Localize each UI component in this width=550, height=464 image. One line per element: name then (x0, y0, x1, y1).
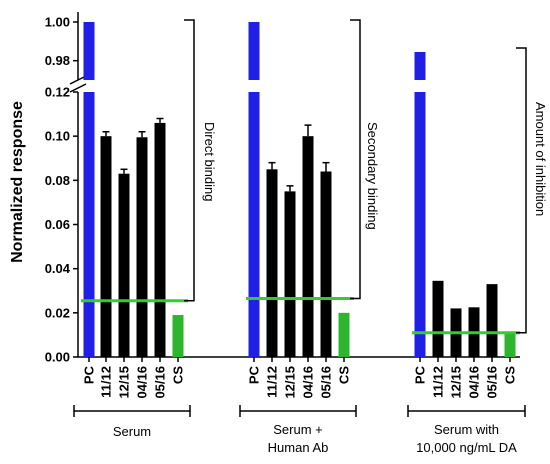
y-tick-label: 0.04 (45, 261, 71, 276)
x-tick-label: PC (413, 365, 428, 384)
annotation-bracket (184, 19, 195, 302)
x-tick-label: 04/16 (467, 366, 482, 399)
axis-break-mark (69, 75, 87, 85)
bar-sample (432, 280, 444, 357)
y-tick-label: 0.98 (45, 53, 70, 68)
bar-sample (266, 169, 278, 357)
bars (81, 19, 527, 358)
bar-sample (136, 137, 148, 357)
bar-cs (172, 315, 184, 357)
y-tick-label: 0.02 (45, 305, 70, 320)
y-tick-label: 0.12 (45, 85, 70, 100)
annotation-label: Secondary binding (365, 122, 380, 230)
x-tick-label: 05/16 (153, 366, 168, 399)
bar-sample (302, 136, 314, 357)
y-tick-label: 0.06 (45, 217, 70, 232)
bar-pc (414, 92, 426, 357)
axes: 0.00 0.02 0.04 0.06 0.08 0.10 0.12 0.98 1.00 (45, 12, 526, 417)
bar-pc (414, 51, 426, 80)
x-tick-label: PC (247, 365, 262, 384)
x-tick-label: 12/15 (117, 366, 132, 399)
x-tick-label: 11/12 (99, 366, 114, 398)
annotation-bracket (350, 19, 361, 300)
group-label: Human Ab (268, 440, 329, 455)
x-tick-label: 11/12 (265, 366, 280, 398)
bar-sample (320, 171, 332, 357)
x-tick-label: 11/12 (431, 366, 446, 398)
x-tick-label: PC (82, 365, 97, 384)
x-tick-label: 05/16 (485, 366, 500, 399)
bar-sample (154, 122, 166, 358)
y-tick-label: 0.10 (45, 129, 70, 144)
group-label: 10,000 ng/mL DA (416, 440, 517, 455)
y-tick-label: 0.00 (45, 350, 70, 365)
bar-sample (100, 136, 112, 357)
bar-pc (248, 92, 260, 357)
x-tick-label: 12/15 (449, 366, 464, 399)
bar-sample (284, 191, 296, 357)
bar-sample (118, 173, 130, 357)
x-tick-label: 04/16 (301, 366, 316, 399)
bar-sample (486, 284, 498, 357)
x-tick-label: CS (171, 366, 186, 384)
annotation-bracket (516, 47, 527, 334)
bar-pc (248, 22, 260, 80)
x-tick-label: CS (503, 366, 518, 384)
x-tick-label: 12/15 (283, 366, 298, 399)
bar-cs (504, 332, 516, 357)
x-tick-label: 05/16 (319, 366, 334, 399)
group-label: Serum with (434, 422, 499, 437)
y-tick-label: 0.08 (45, 173, 70, 188)
bar-pc (83, 92, 95, 357)
axis-break-mark (69, 83, 87, 93)
annotation-label: Direct binding (202, 122, 217, 202)
x-tick-label: 04/16 (135, 366, 150, 399)
y-axis-label: Normalized response (9, 101, 26, 263)
x-tick-label: CS (337, 366, 352, 384)
group-label: Serum (113, 424, 151, 439)
group-label: Serum + (273, 422, 323, 437)
bar-cs (338, 312, 350, 357)
bar-pc (83, 22, 95, 80)
y-tick-label: 1.00 (45, 15, 70, 30)
annotation-label: Amount of inhibition (533, 102, 548, 216)
